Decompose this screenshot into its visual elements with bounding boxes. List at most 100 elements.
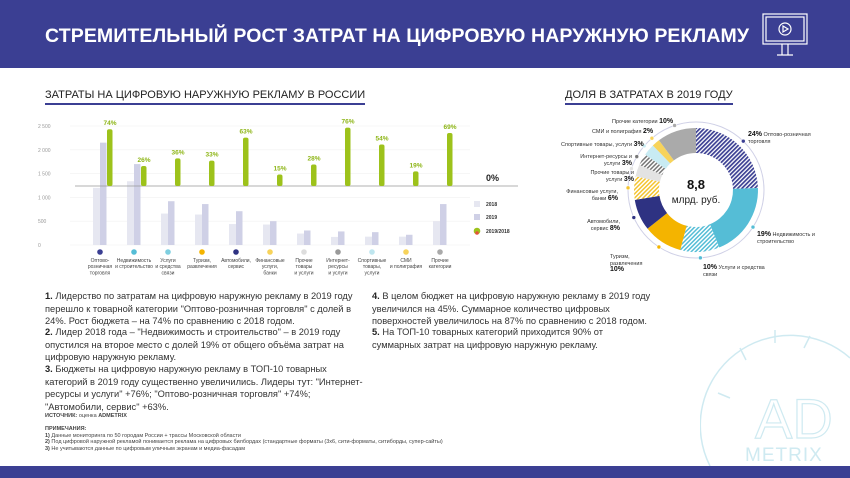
bar-2018 — [433, 221, 440, 245]
category-label: сервис — [228, 264, 245, 270]
pie-slice — [652, 140, 674, 164]
bar-2019 — [202, 204, 209, 245]
pie-label-2: 10% Услуги и средства связи — [703, 264, 765, 278]
category-marker-icon — [199, 249, 205, 255]
category-marker-icon — [301, 249, 307, 255]
bar-2018 — [127, 181, 134, 245]
category-label: торговля — [90, 270, 111, 276]
legend-label: 2018 — [486, 202, 497, 208]
pie-slice — [633, 176, 660, 200]
source: ИСТОЧНИК: оценка ADMETRIX — [45, 413, 127, 419]
category-label: Спортивные — [358, 258, 387, 264]
pie-label-5: Финансовые услуги, банки 6% — [566, 189, 618, 202]
note-4: 4. В целом бюджет на цифровую наружную р… — [372, 291, 651, 326]
pie-slice-marker — [641, 143, 647, 149]
pie-slice-marker — [625, 185, 631, 191]
legend-decline-icon — [475, 231, 479, 235]
pie-center-value: 8,8 — [687, 177, 705, 192]
category-label: категории — [429, 264, 452, 270]
pie-slice-marker — [649, 135, 655, 141]
category-label: развлечения — [187, 264, 217, 270]
pie-chart-title: ДОЛЯ В ЗАТРАТАХ В 2019 ГОДУ — [565, 89, 733, 105]
category-label: Прочие — [295, 258, 312, 264]
category-label: и средства — [155, 264, 180, 270]
category-label: связи — [162, 270, 175, 276]
pie-slice — [709, 188, 758, 248]
y-tick-label: 1 500 — [38, 172, 51, 178]
bar-growth — [175, 158, 181, 186]
category-marker-icon — [403, 249, 409, 255]
legend-swatch — [474, 201, 480, 207]
note-3: 3. Бюджеты на цифровую наружную рекламу … — [45, 364, 363, 412]
pie-label-7: Интернет-ресурсы и услуги 3% — [580, 154, 632, 167]
monitor-play-icon — [762, 13, 808, 56]
category-label: Финансовые — [255, 258, 284, 264]
category-label: Прочие — [431, 258, 448, 264]
bar-2018 — [263, 224, 270, 245]
y-tick-label: 2 500 — [38, 124, 51, 130]
category-marker-icon — [97, 249, 103, 255]
bar-2019 — [168, 201, 175, 245]
bar-2019 — [100, 142, 107, 245]
category-marker-icon — [165, 249, 171, 255]
category-marker-icon — [335, 249, 341, 255]
bar-growth — [277, 174, 283, 186]
pie-label-1: 19% Недвижимость и строительство — [757, 231, 815, 245]
bar-growth — [141, 166, 147, 186]
pie-slice-marker — [656, 244, 662, 250]
pie-label-9: СМИ и полиграфия 2% — [592, 128, 654, 135]
note-1: 1. Лидерство по затратам на цифровую нар… — [45, 291, 353, 326]
y-tick-label: 0 — [38, 243, 41, 249]
legend-swatch — [474, 214, 480, 220]
bar-2018 — [331, 236, 338, 245]
category-marker-icon — [437, 249, 443, 255]
bar-2019 — [338, 231, 345, 245]
category-marker-icon — [233, 249, 239, 255]
growth-label: 15% — [273, 165, 286, 172]
bar-chart-title: ЗАТРАТЫ НА ЦИФРОВУЮ НАРУЖНУЮ РЕКЛАМУ В Р… — [45, 89, 366, 105]
bar-2019 — [134, 164, 141, 245]
category-label: банки — [263, 270, 276, 276]
svg-text:AD: AD — [755, 387, 833, 450]
bar-2019 — [372, 232, 379, 245]
bar-growth — [311, 164, 317, 186]
category-label: услуги, — [262, 264, 278, 270]
pie-slice — [658, 128, 696, 161]
category-label: товары, — [363, 264, 381, 270]
category-label: СМИ — [400, 258, 412, 264]
category-label: и услуги — [294, 270, 313, 276]
note-5: 5. На ТОП-10 товарных категорий приходит… — [372, 327, 603, 350]
pie-slice — [635, 164, 663, 182]
category-label: и строительство — [115, 264, 153, 270]
pie-slice — [634, 195, 668, 229]
pie-slice — [696, 128, 758, 189]
category-label: услуги — [365, 270, 380, 276]
pie-slice-marker — [629, 166, 634, 171]
pie-label-0: 24% Оптово-розничная торговля — [748, 131, 811, 145]
growth-label: 33% — [205, 152, 218, 159]
category-label: Недвижимость — [117, 258, 152, 264]
pie-slice — [639, 154, 666, 176]
page-title: СТРЕМИТЕЛЬНЫЙ РОСТ ЗАТРАТ НА ЦИФРОВУЮ НА… — [45, 25, 750, 47]
legend-label: 2019 — [486, 215, 497, 221]
growth-label: 28% — [307, 156, 320, 163]
pie-slice-marker — [672, 123, 677, 128]
legend-label: 2019/2018 — [486, 229, 510, 235]
bar-growth — [243, 137, 249, 186]
category-label: и полиграфия — [390, 264, 423, 270]
category-label: Интернет- — [326, 258, 350, 264]
pie-slice — [645, 145, 671, 169]
growth-label: 26% — [137, 157, 150, 164]
pie-slice-marker — [631, 215, 637, 220]
pie-label-6: Прочие товары и услуги 3% — [590, 170, 634, 183]
pie-label-8: Спортивные товары, услуги 3% — [561, 141, 644, 148]
bar-chart: 0 500 1 000 1 500 2 000 2 500 0% 74% Оптово-розн… — [38, 119, 518, 276]
growth-label: 54% — [375, 136, 388, 143]
header: СТРЕМИТЕЛЬНЫЙ РОСТ ЗАТРАТ НА ЦИФРОВУЮ НА… — [0, 0, 850, 68]
bar-2018 — [161, 213, 168, 245]
category-label: розничная — [88, 264, 112, 270]
growth-label: 69% — [443, 124, 456, 131]
y-tick-label: 2 000 — [38, 148, 51, 154]
bar-2019 — [440, 204, 447, 245]
bar-2019 — [406, 234, 413, 245]
